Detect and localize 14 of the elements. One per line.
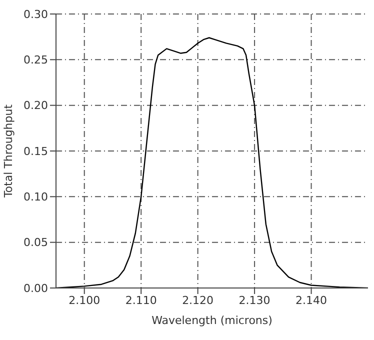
y-tick-label: 0.15 [24,144,48,158]
x-tick-label: 2.130 [238,294,270,307]
y-tick-label: 0.30 [24,8,48,21]
y-axis-title: Total Throughput [2,104,15,199]
y-tick-label: 0.25 [24,54,48,67]
x-tick-label: 2.120 [182,294,214,307]
y-tick-label: 0.05 [24,236,48,250]
x-tick-label: 2.100 [68,294,100,307]
x-tick-label: 2.110 [125,294,157,307]
y-tick-label: 0.00 [24,282,48,295]
x-tick-label: 2.140 [296,294,328,307]
x-axis-title: Wavelength (microns) [152,314,272,327]
y-tick-label: 0.10 [24,190,48,204]
y-tick-label: 0.20 [24,99,48,112]
